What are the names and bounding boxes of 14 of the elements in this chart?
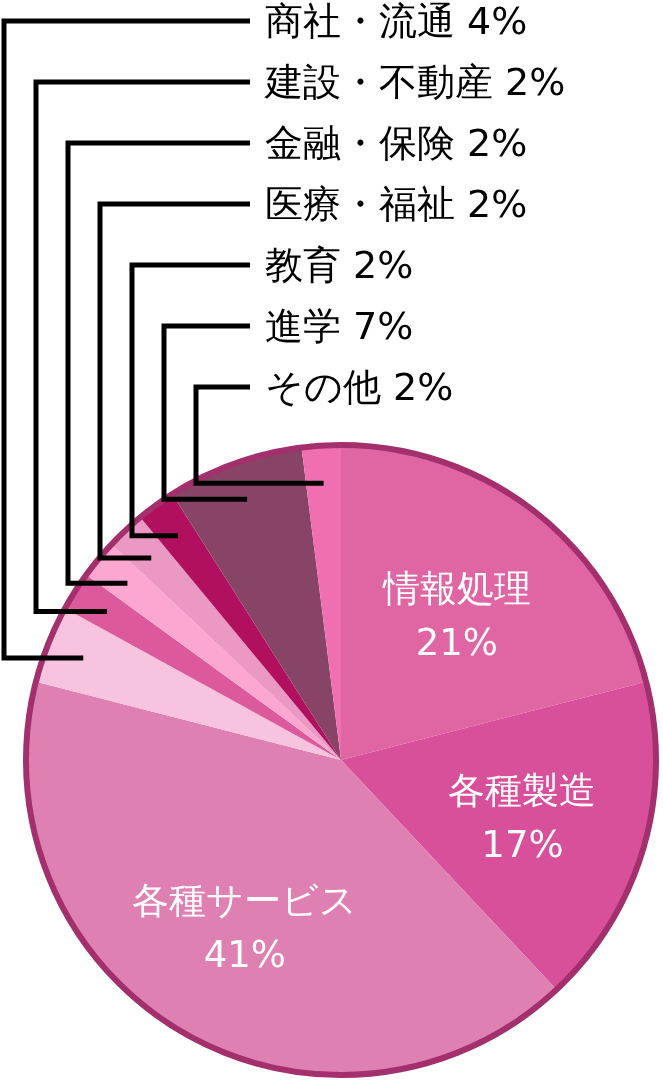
slice-label: 情報処理	[381, 566, 531, 610]
data-label: 21%	[415, 620, 498, 664]
slice-label: 各種製造	[448, 768, 597, 812]
slice-label: 教育 2%	[265, 243, 414, 287]
slice-label: 建設・不動産 2%	[264, 60, 566, 104]
data-label: 41%	[203, 932, 286, 976]
slice-label: その他 2%	[265, 365, 454, 409]
pie-slice	[111, 517, 341, 760]
slice-label: 医療・福祉 2%	[265, 182, 528, 226]
slice-label: 進学 7%	[265, 304, 414, 348]
data-label: 17%	[481, 822, 564, 866]
slice-label: 商社・流通 4%	[265, 0, 528, 43]
slice-label: 各種サービス	[132, 878, 358, 922]
slice-label: 金融・保険 2%	[265, 121, 528, 165]
